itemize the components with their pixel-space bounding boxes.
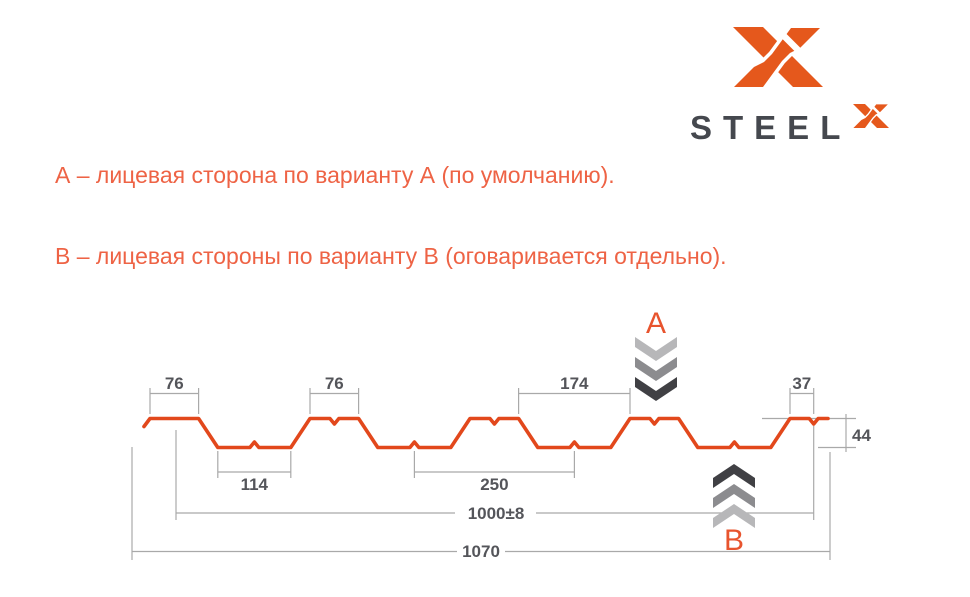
chevron-up-mid xyxy=(713,484,755,508)
dim-working-width-label: 1000±8 xyxy=(468,504,525,523)
chevron-down-mid xyxy=(635,357,677,381)
chevron-down-dark xyxy=(635,377,677,401)
dim-overall-width-label: 1070 xyxy=(462,542,500,561)
face-b-marker: В xyxy=(713,464,755,557)
dim-rib-pitch-label: 250 xyxy=(480,475,508,494)
dim-edge-crest xyxy=(789,388,815,414)
profile-outline xyxy=(142,416,830,450)
chevron-down-light xyxy=(635,337,677,361)
logo-gap-cut xyxy=(778,30,812,64)
dim-rib-pitch xyxy=(413,451,576,478)
logo-x-glyph xyxy=(733,27,823,87)
face-a-label: А xyxy=(646,307,666,340)
face-b-label: В xyxy=(724,524,744,557)
chevron-down-a-icon xyxy=(635,337,677,401)
dim-crest-mid-label: 76 xyxy=(325,374,344,393)
dim-crest-left xyxy=(149,388,200,414)
logo-slash-bar xyxy=(734,28,820,87)
dim-crest-gap xyxy=(517,388,631,414)
note-variant-b: В – лицевая стороны по варианту В (огова… xyxy=(55,243,727,269)
dim-edge-crest-label: 37 xyxy=(792,374,811,393)
chevron-up-light xyxy=(713,504,755,528)
logo-x-icon xyxy=(733,27,823,87)
dim-crest-gap-label: 174 xyxy=(560,374,589,393)
chevron-up-dark xyxy=(713,464,755,488)
dimension-labels: 76 76 174 37 114 250 1000±8 1070 44 xyxy=(165,374,872,561)
dim-overall-width xyxy=(131,447,831,560)
dim-valley-bottom xyxy=(217,451,292,478)
dim-working-width xyxy=(175,426,815,520)
dim-valley-bottom-label: 114 xyxy=(241,475,269,494)
dim-crest-left-label: 76 xyxy=(165,374,184,393)
brand-wordmark-row: STEEL X xyxy=(690,104,890,146)
face-a-marker: А xyxy=(635,307,677,401)
chevron-up-b-icon xyxy=(713,464,755,528)
dimension-lines xyxy=(131,388,856,560)
note-variant-a: А – лицевая сторона по варианту А (по ум… xyxy=(55,162,615,188)
dim-crest-mid xyxy=(309,388,360,414)
brand-wordmark: STEEL xyxy=(690,109,852,146)
dim-profile-height-label: 44 xyxy=(852,426,871,445)
